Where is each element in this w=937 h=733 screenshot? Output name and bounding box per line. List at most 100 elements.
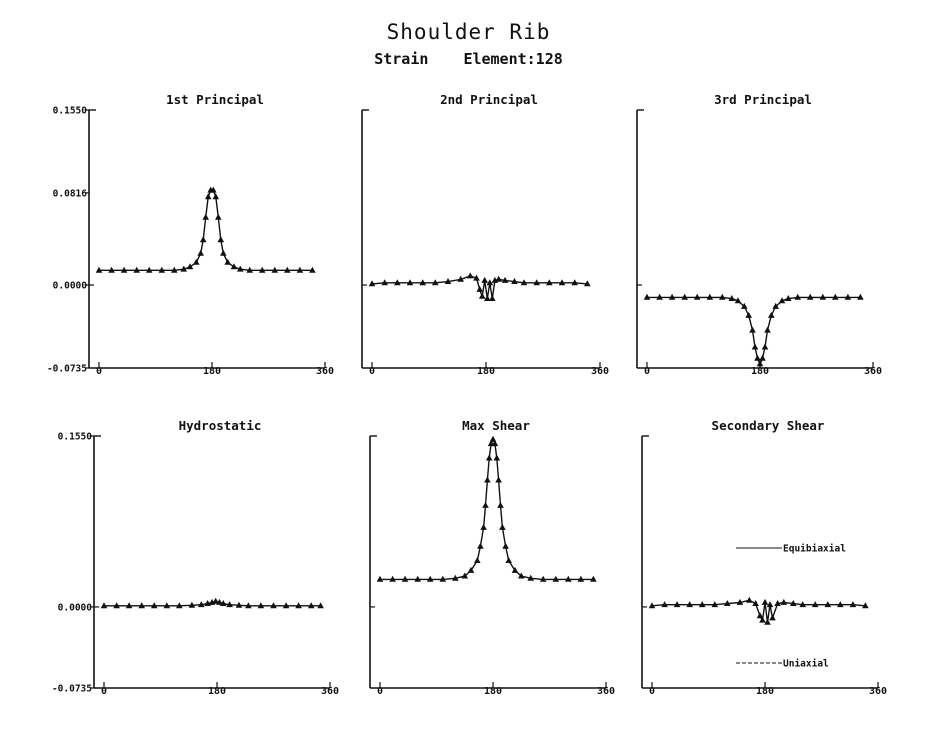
- data-point: [216, 598, 223, 605]
- data-point: [484, 476, 491, 483]
- data-point: [467, 566, 475, 573]
- data-point: [296, 266, 304, 273]
- series-line: [371, 275, 588, 300]
- data-point: [571, 279, 578, 286]
- data-point: [756, 612, 764, 619]
- data-point: [150, 602, 158, 609]
- panel-title: 3rd Principal: [714, 92, 812, 107]
- data-point: [202, 213, 209, 220]
- legend-label: Uniaxial: [783, 659, 829, 670]
- data-point: [741, 302, 748, 309]
- data-point: [857, 293, 864, 300]
- data-point: [837, 601, 844, 608]
- data-point: [761, 343, 769, 350]
- data-point: [282, 602, 290, 609]
- y-tick-label: -0.0735: [52, 684, 92, 695]
- data-point: [736, 598, 744, 605]
- data-point: [188, 601, 196, 608]
- data-point: [746, 596, 753, 603]
- data-point: [466, 272, 474, 279]
- data-point: [419, 279, 426, 286]
- data-point: [565, 575, 572, 582]
- data-point: [493, 454, 501, 461]
- x-tick-label: 180: [484, 686, 502, 697]
- data-point: [772, 302, 779, 309]
- data-point: [577, 575, 585, 582]
- data-point: [133, 266, 140, 273]
- data-point: [120, 266, 128, 273]
- data-point: [457, 275, 464, 282]
- y-tick-label: 0.1550: [53, 106, 88, 117]
- x-tick-label: 0: [101, 686, 107, 697]
- data-point: [426, 575, 434, 582]
- subtitle-element: Element:128: [463, 50, 563, 68]
- data-point: [764, 326, 771, 333]
- panel-title: Secondary Shear: [712, 418, 825, 433]
- data-point: [484, 295, 491, 301]
- data-point: [558, 279, 566, 286]
- data-point: [764, 618, 771, 625]
- data-point: [401, 575, 409, 582]
- data-point: [452, 574, 459, 581]
- data-point: [759, 616, 766, 623]
- series-line: [99, 189, 313, 271]
- x-tick-label: 0: [377, 686, 383, 697]
- data-point: [295, 602, 302, 609]
- panel-title: 1st Principal: [166, 92, 264, 107]
- panel-5: Max Shear 0 180 360: [369, 418, 615, 697]
- data-point: [220, 600, 227, 606]
- subtitle-quantity: Strain: [374, 50, 429, 68]
- data-point: [811, 601, 819, 608]
- x-tick-label: 0: [644, 366, 650, 377]
- data-point: [706, 293, 714, 300]
- data-point: [686, 601, 693, 608]
- data-point: [444, 278, 452, 284]
- data-point: [212, 193, 220, 200]
- data-point: [381, 279, 388, 286]
- data-point: [257, 602, 265, 609]
- data-point: [749, 326, 756, 333]
- data-point: [794, 293, 801, 300]
- data-point: [728, 295, 735, 301]
- panel-title: 2nd Principal: [440, 92, 538, 107]
- x-tick-label: 360: [597, 686, 615, 697]
- data-point: [759, 354, 766, 361]
- x-tick-label: 360: [316, 366, 334, 377]
- figure-title: Shoulder Rib: [386, 20, 551, 44]
- data-point: [724, 600, 731, 606]
- data-point: [317, 602, 324, 609]
- data-point: [774, 600, 781, 606]
- data-point: [113, 602, 120, 609]
- data-point: [778, 297, 786, 304]
- panel-2: 2nd Principal 0 180 360: [361, 92, 609, 377]
- data-point: [673, 601, 681, 608]
- data-point: [799, 601, 806, 608]
- data-point: [668, 293, 676, 300]
- data-point: [643, 293, 651, 300]
- data-point: [210, 186, 217, 193]
- data-point: [584, 280, 591, 287]
- data-point: [693, 293, 701, 300]
- data-point: [844, 293, 852, 300]
- data-point: [478, 292, 486, 299]
- data-point: [125, 602, 133, 609]
- data-point: [171, 266, 178, 273]
- data-point: [481, 276, 488, 283]
- x-tick-label: 180: [756, 686, 774, 697]
- data-point: [235, 601, 243, 608]
- data-point: [309, 266, 316, 273]
- data-point: [236, 265, 244, 272]
- data-point: [100, 602, 108, 609]
- data-point: [751, 343, 759, 350]
- data-point: [752, 600, 759, 606]
- data-point: [439, 575, 447, 582]
- data-point: [756, 360, 764, 367]
- x-tick-label: 360: [864, 366, 882, 377]
- data-point: [482, 501, 489, 508]
- legend-label: Equibiaxial: [783, 544, 846, 555]
- data-point: [661, 601, 668, 608]
- data-point: [590, 575, 597, 582]
- data-point: [406, 279, 414, 286]
- data-point: [176, 602, 183, 609]
- data-point: [819, 293, 827, 300]
